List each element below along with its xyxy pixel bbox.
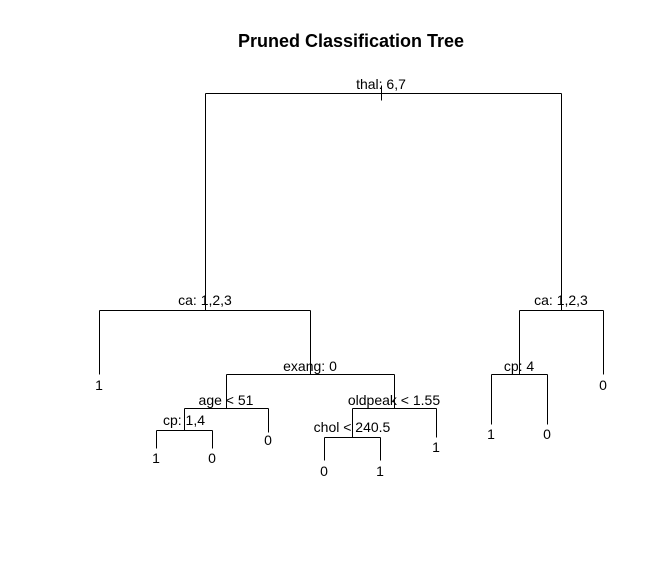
branch-cp-left	[156, 430, 213, 449]
branch-oldpeak	[352, 408, 437, 438]
leaf-label: 1	[487, 426, 495, 442]
split-label-exang: exang: 0	[283, 358, 337, 374]
split-label-oldpeak: oldpeak < 1.55	[348, 392, 440, 408]
leaf-label: 1	[152, 450, 160, 466]
branch-age	[184, 408, 269, 433]
split-label-cp-left: cp: 1,4	[163, 412, 205, 428]
leaf-label: 0	[264, 432, 272, 448]
split-label-age: age < 51	[199, 392, 254, 408]
branch-exang	[226, 374, 395, 409]
leaf-label: 1	[95, 377, 103, 393]
split-label-ca-left: ca: 1,2,3	[178, 292, 232, 308]
branch-left-ca	[99, 310, 311, 375]
branch-right-ca	[519, 310, 604, 375]
leaf-label: 1	[376, 463, 384, 479]
branch-root	[205, 85, 562, 311]
leaf-label: 0	[320, 463, 328, 479]
figure-title: Pruned Classification Tree	[238, 31, 464, 51]
split-label-cp-right: cp: 4	[504, 358, 535, 374]
leaf-label: 0	[208, 450, 216, 466]
leaf-label: 0	[599, 377, 607, 393]
split-label-thal: thal: 6,7	[356, 76, 406, 92]
leaf-label: 1	[432, 439, 440, 455]
split-label-ca-right: ca: 1,2,3	[534, 292, 588, 308]
split-label-chol: chol < 240.5	[314, 419, 391, 435]
branch-cp-right	[491, 374, 548, 425]
leaf-label: 0	[543, 426, 551, 442]
branch-chol	[324, 437, 381, 461]
